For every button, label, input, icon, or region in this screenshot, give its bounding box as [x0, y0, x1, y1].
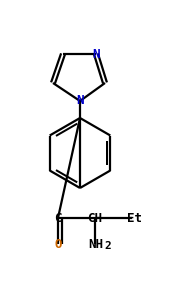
Text: O: O — [54, 239, 62, 251]
Text: N: N — [76, 94, 84, 108]
Text: Et: Et — [127, 211, 142, 225]
Text: N: N — [92, 48, 100, 60]
Text: C: C — [54, 211, 62, 225]
Text: 2: 2 — [105, 241, 111, 251]
Text: NH: NH — [88, 237, 103, 251]
Text: CH: CH — [88, 211, 102, 225]
